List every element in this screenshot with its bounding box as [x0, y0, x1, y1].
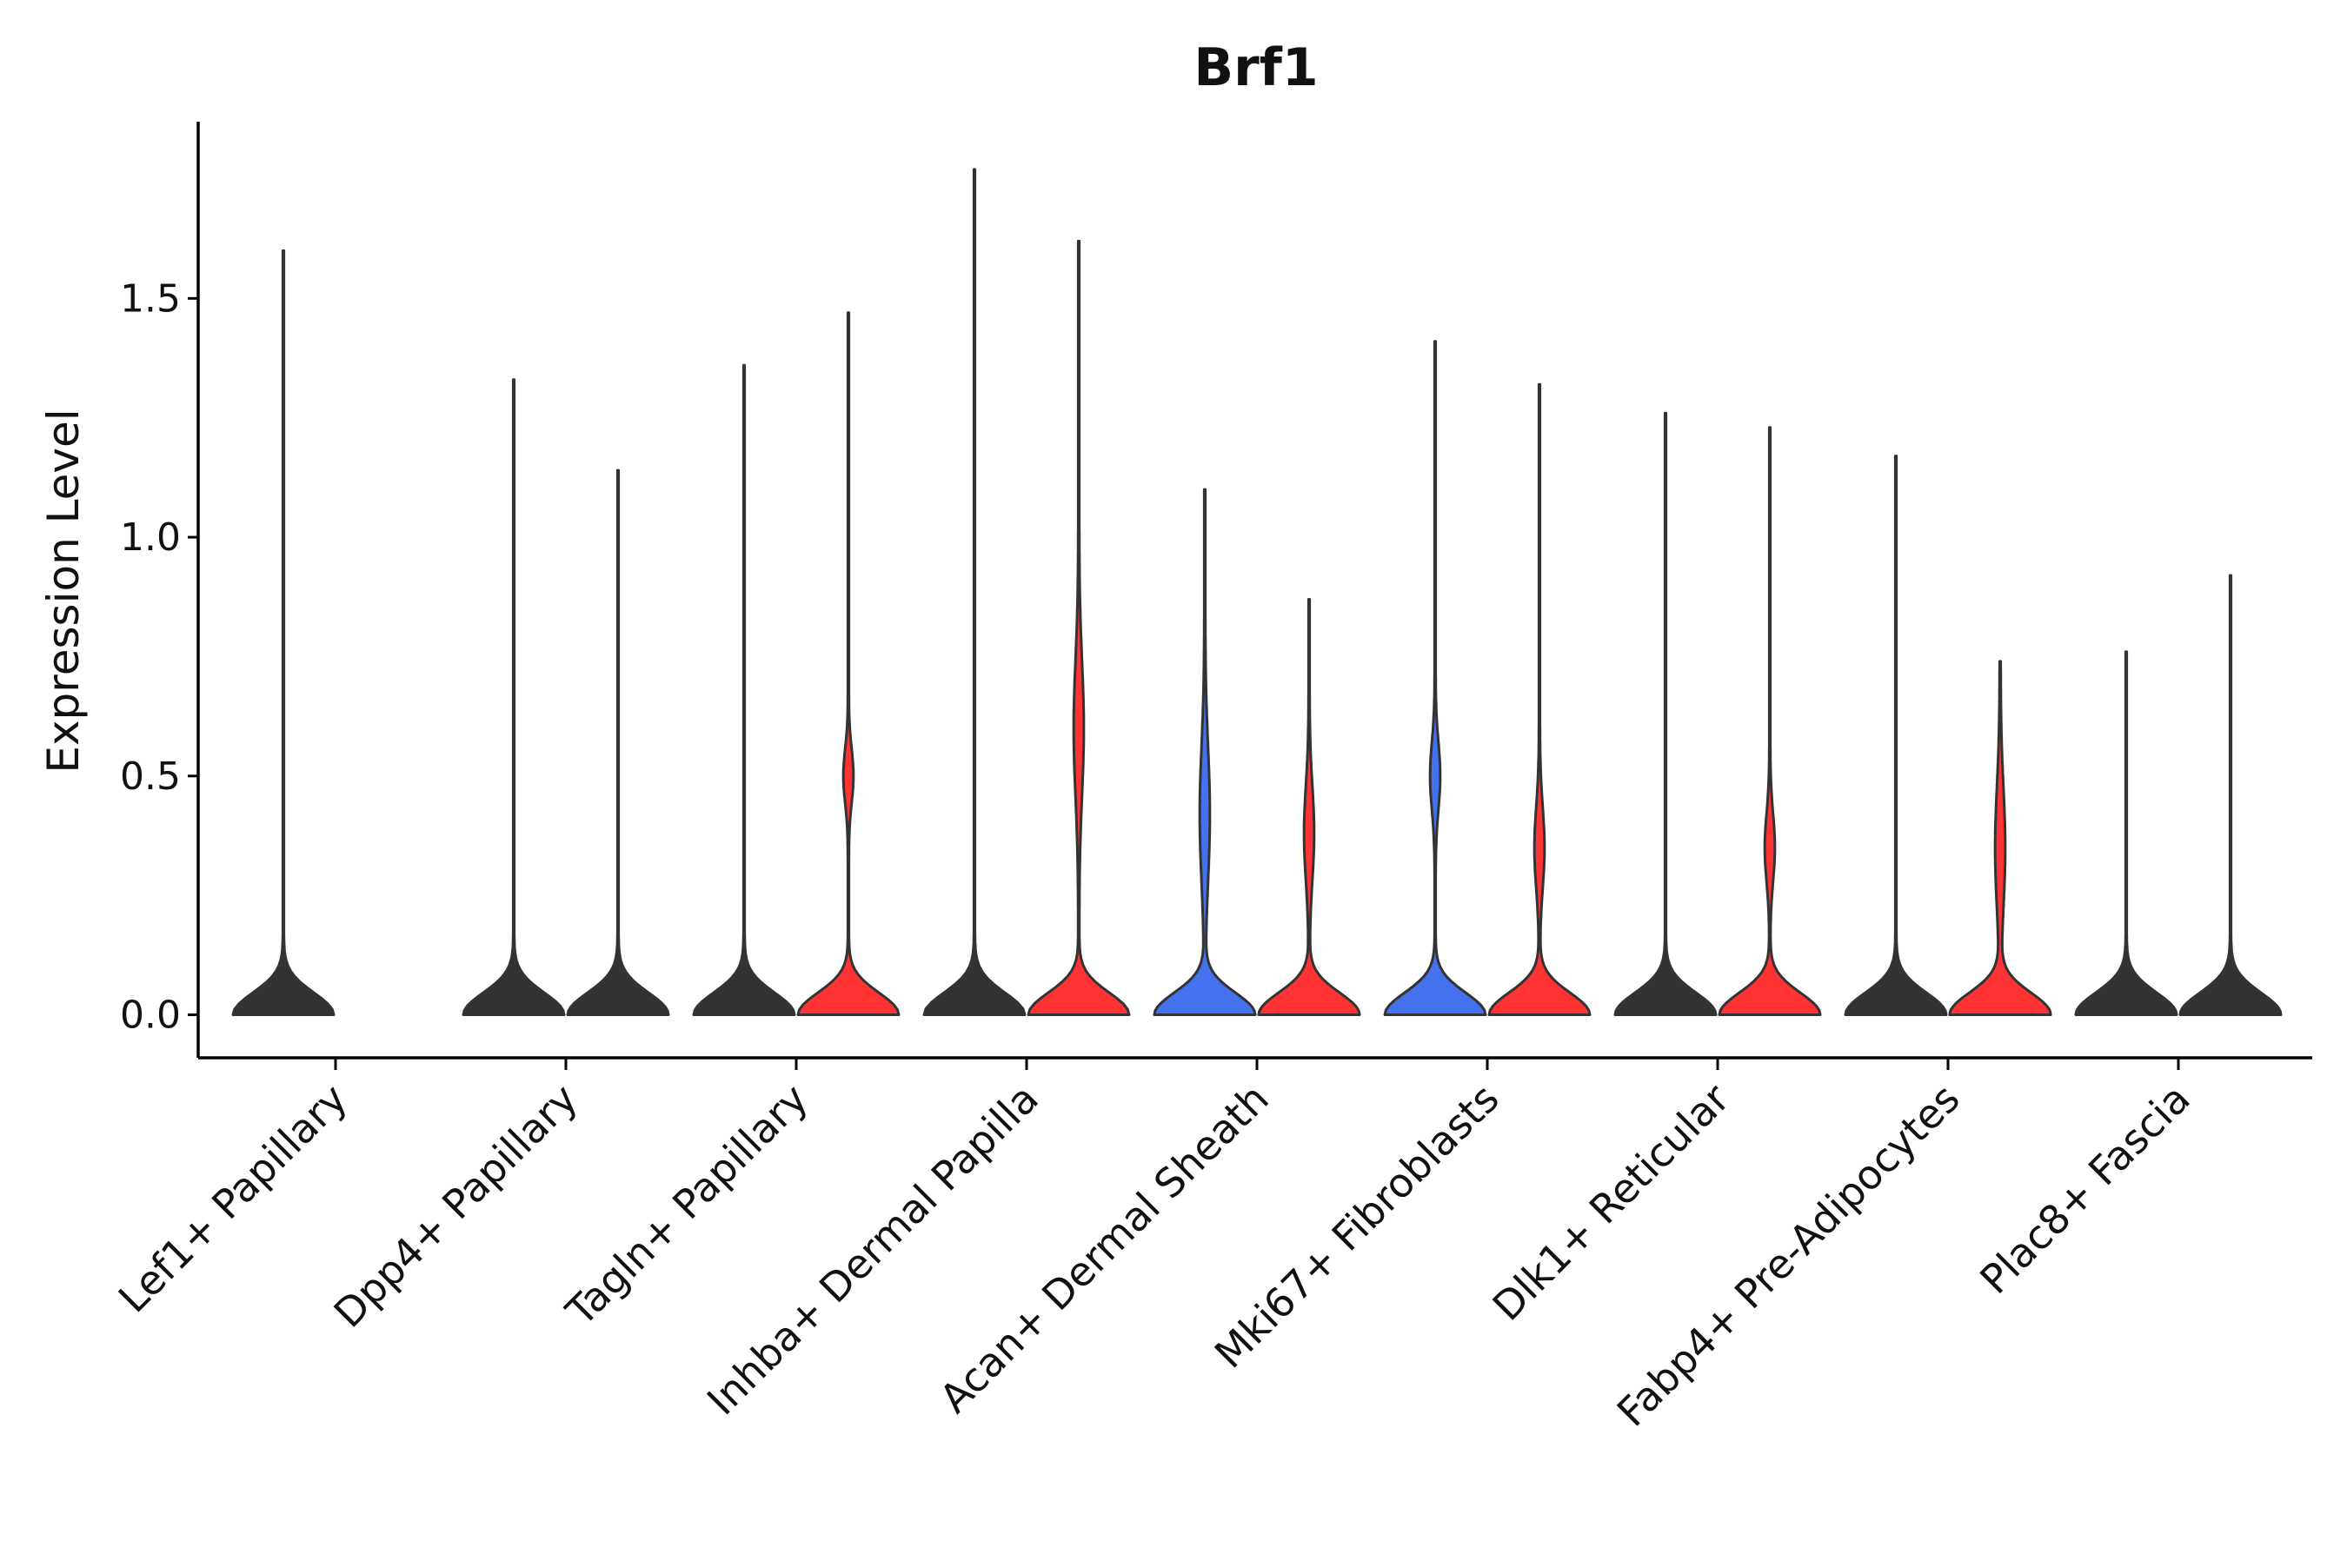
violin-2-left	[692, 363, 796, 1016]
y-axis-label: Expression Level	[38, 409, 89, 773]
violin-3-left	[922, 168, 1027, 1016]
violin-8-right	[2178, 574, 2283, 1016]
violin-8-left	[2074, 650, 2178, 1016]
y-tick-label: 1.5	[120, 276, 181, 321]
y-tick-label: 1.0	[120, 515, 181, 560]
x-tick-label: Lef1+ Papillary	[110, 1075, 356, 1322]
violin-4-right	[1257, 598, 1361, 1016]
violin-3-right	[1027, 239, 1131, 1016]
x-tick-label: Dpp4+ Papillary	[325, 1075, 587, 1337]
y-tick-label: 0.5	[120, 754, 181, 799]
chart-title: Brf1	[1193, 37, 1318, 98]
violin-2-right	[796, 311, 901, 1016]
violin-6-left	[1613, 411, 1718, 1016]
violin-5-right	[1487, 382, 1592, 1016]
violin-4-left	[1153, 488, 1257, 1016]
violin-1-right	[566, 468, 670, 1016]
violin-1-left	[462, 378, 566, 1016]
x-tick-label: Plac8+ Fascia	[1971, 1075, 2198, 1303]
violin-7-right	[1948, 660, 2052, 1016]
y-tick-label: 0.0	[120, 993, 181, 1038]
violin-7-left	[1844, 455, 1948, 1016]
violins-layer	[231, 168, 2283, 1016]
x-tick-label: Dlk1+ Reticular	[1484, 1075, 1739, 1330]
x-tick-label: Tagln+ Papillary	[556, 1075, 817, 1336]
violin-0-left	[231, 249, 336, 1016]
violin-6-right	[1718, 426, 1822, 1016]
violin-5-left	[1383, 340, 1487, 1016]
